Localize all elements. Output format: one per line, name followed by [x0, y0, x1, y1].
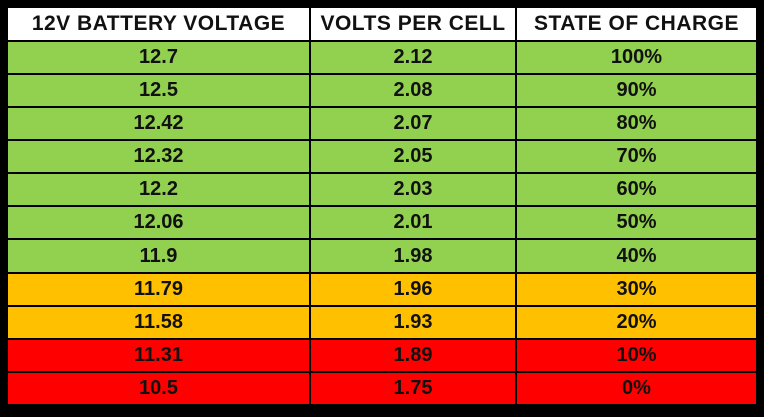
table-body: 12.7 2.12 100% 12.5 2.08 90% 12.42 2.07 80% 12.32…: [8, 42, 756, 404]
header-battery-voltage: 12V BATTERY VOLTAGE: [8, 8, 309, 40]
cell-volts-per-cell: 1.75: [311, 372, 515, 404]
cell-state-of-charge: 90%: [517, 75, 756, 107]
cell-battery-voltage: 11.31: [8, 339, 309, 371]
cell-battery-voltage: 10.5: [8, 372, 309, 404]
cell-volts-per-cell: 1.89: [311, 339, 515, 371]
table-row: 12.7 2.12 100%: [8, 42, 756, 74]
cell-state-of-charge: 70%: [517, 141, 756, 173]
table-row: 10.5 1.75 0%: [8, 372, 756, 404]
cell-state-of-charge: 100%: [517, 42, 756, 74]
cell-state-of-charge: 80%: [517, 108, 756, 140]
cell-battery-voltage: 12.32: [8, 141, 309, 173]
cell-volts-per-cell: 1.93: [311, 306, 515, 338]
cell-state-of-charge: 40%: [517, 240, 756, 272]
header-state-of-charge: STATE OF CHARGE: [517, 8, 756, 40]
cell-volts-per-cell: 2.01: [311, 207, 515, 239]
header-row: 12V BATTERY VOLTAGE VOLTS PER CELL STATE…: [8, 8, 756, 40]
cell-state-of-charge: 0%: [517, 372, 756, 404]
cell-volts-per-cell: 2.08: [311, 75, 515, 107]
cell-state-of-charge: 50%: [517, 207, 756, 239]
cell-battery-voltage: 12.06: [8, 207, 309, 239]
cell-battery-voltage: 12.42: [8, 108, 309, 140]
cell-battery-voltage: 12.5: [8, 75, 309, 107]
table-row: 11.31 1.89 10%: [8, 339, 756, 371]
table-row: 12.32 2.05 70%: [8, 141, 756, 173]
table-row: 12.2 2.03 60%: [8, 174, 756, 206]
cell-volts-per-cell: 2.07: [311, 108, 515, 140]
cell-volts-per-cell: 2.03: [311, 174, 515, 206]
cell-battery-voltage: 11.58: [8, 306, 309, 338]
table-row: 12.06 2.01 50%: [8, 207, 756, 239]
cell-state-of-charge: 60%: [517, 174, 756, 206]
battery-voltage-table: 12V BATTERY VOLTAGE VOLTS PER CELL STATE…: [6, 6, 758, 406]
cell-state-of-charge: 20%: [517, 306, 756, 338]
cell-volts-per-cell: 1.98: [311, 240, 515, 272]
cell-battery-voltage: 11.79: [8, 273, 309, 305]
cell-battery-voltage: 11.9: [8, 240, 309, 272]
cell-state-of-charge: 10%: [517, 339, 756, 371]
table-row: 11.9 1.98 40%: [8, 240, 756, 272]
battery-voltage-chart: 12V BATTERY VOLTAGE VOLTS PER CELL STATE…: [6, 6, 756, 406]
table-row: 12.5 2.08 90%: [8, 75, 756, 107]
header-volts-per-cell: VOLTS PER CELL: [311, 8, 515, 40]
cell-volts-per-cell: 1.96: [311, 273, 515, 305]
table-row: 12.42 2.07 80%: [8, 108, 756, 140]
cell-volts-per-cell: 2.12: [311, 42, 515, 74]
cell-state-of-charge: 30%: [517, 273, 756, 305]
cell-volts-per-cell: 2.05: [311, 141, 515, 173]
table-row: 11.58 1.93 20%: [8, 306, 756, 338]
table-row: 11.79 1.96 30%: [8, 273, 756, 305]
cell-battery-voltage: 12.7: [8, 42, 309, 74]
cell-battery-voltage: 12.2: [8, 174, 309, 206]
